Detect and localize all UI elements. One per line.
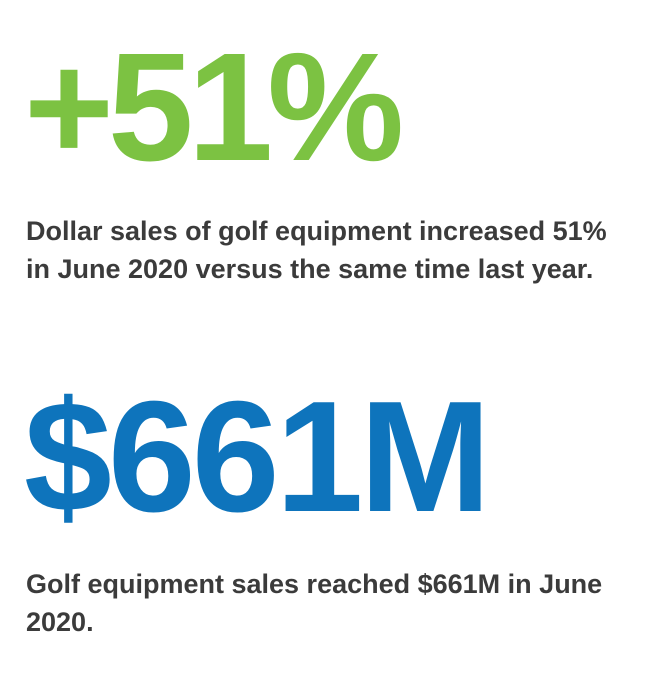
stat-value-growth: +51% bbox=[24, 21, 404, 193]
stat-value-sales: $661M bbox=[24, 369, 491, 545]
stat-description-sales: Golf equipment sales reached $661M in Ju… bbox=[26, 569, 603, 637]
stat-description-growth: Dollar sales of golf equipment increased… bbox=[26, 216, 607, 284]
